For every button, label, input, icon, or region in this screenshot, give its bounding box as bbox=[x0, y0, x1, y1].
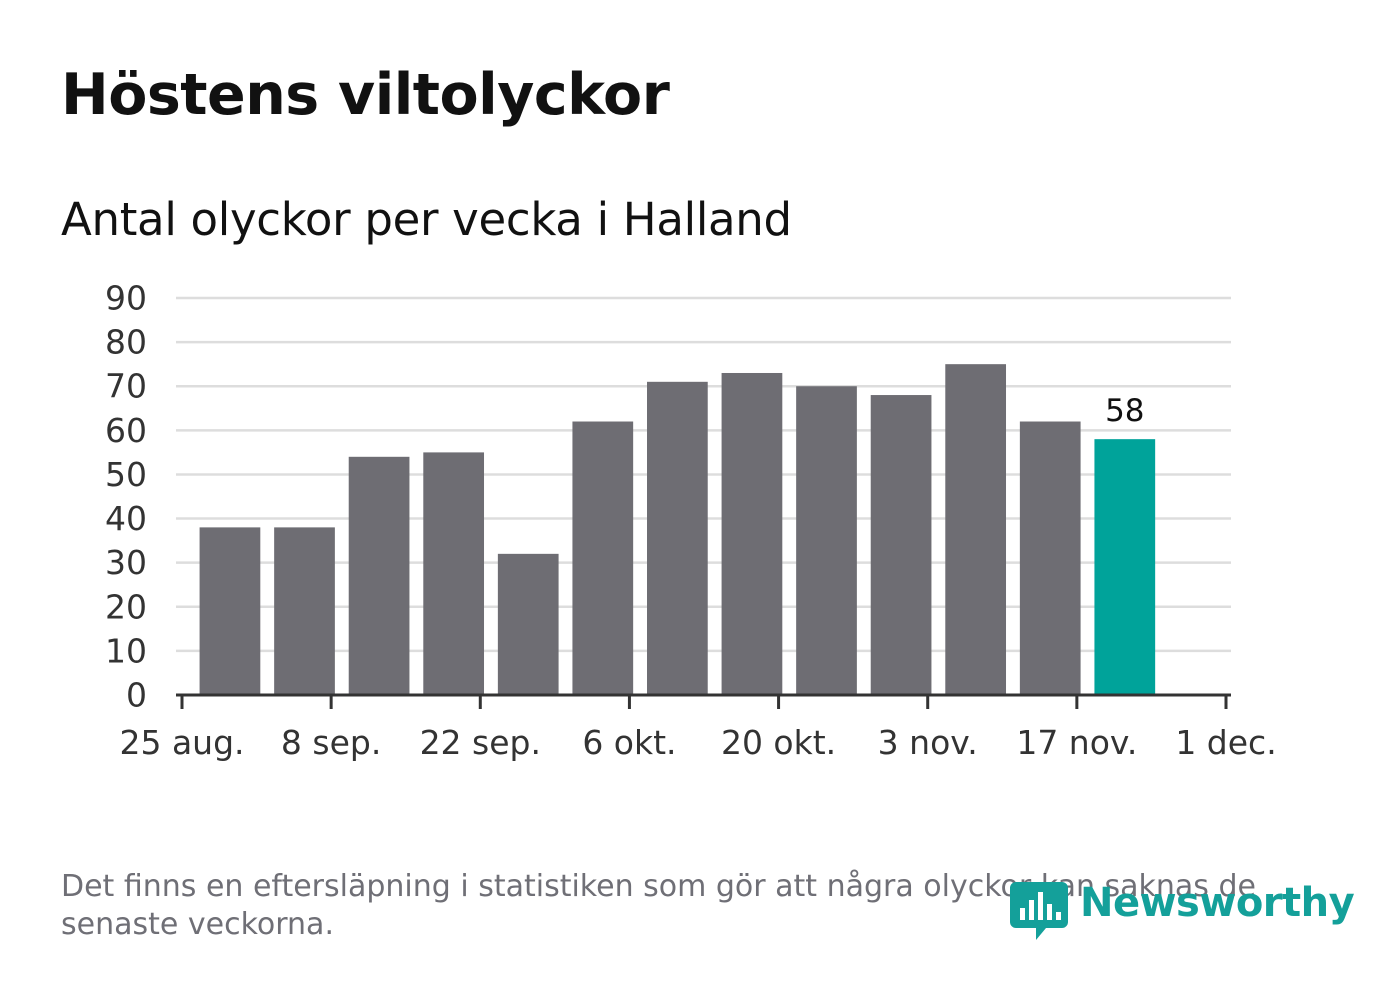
bar bbox=[1019, 421, 1081, 695]
bar bbox=[348, 456, 410, 695]
y-tick-label: 40 bbox=[105, 499, 147, 538]
y-tick-label: 10 bbox=[105, 631, 147, 670]
x-tick-label: 6 okt. bbox=[582, 723, 676, 762]
x-tick-label: 8 sep. bbox=[281, 723, 381, 762]
bar bbox=[870, 395, 932, 695]
bar bbox=[796, 386, 857, 695]
bar bbox=[572, 421, 634, 695]
y-tick-label: 60 bbox=[105, 411, 147, 450]
x-tick-label: 1 dec. bbox=[1175, 723, 1276, 762]
bar bbox=[945, 364, 1007, 695]
chart-title: Höstens viltolyckor bbox=[61, 62, 670, 128]
bar bbox=[274, 527, 335, 695]
y-tick-label: 50 bbox=[105, 455, 147, 494]
y-tick-label: 20 bbox=[105, 587, 147, 626]
x-tick-label: 20 okt. bbox=[721, 723, 836, 762]
y-tick-label: 0 bbox=[126, 676, 147, 715]
x-tick-label: 3 nov. bbox=[878, 723, 978, 762]
x-tick-label: 17 nov. bbox=[1016, 723, 1137, 762]
bar bbox=[647, 381, 708, 695]
bar bbox=[497, 553, 559, 695]
bar bbox=[423, 452, 485, 695]
bar bbox=[199, 527, 261, 695]
logo-text: Newsworthy bbox=[1080, 880, 1355, 926]
y-tick-label: 90 bbox=[105, 279, 147, 318]
chart-subtitle: Antal olyckor per vecka i Halland bbox=[61, 193, 792, 246]
x-tick-label: 22 sep. bbox=[420, 723, 541, 762]
y-tick-label: 30 bbox=[105, 543, 147, 582]
bar bbox=[721, 372, 783, 695]
newsworthy-logo: Newsworthy bbox=[1010, 878, 1355, 942]
y-tick-label: 80 bbox=[105, 323, 147, 362]
data-label: 58 bbox=[1105, 393, 1144, 429]
bar-highlight bbox=[1094, 439, 1156, 695]
chart-bubble-icon bbox=[1010, 882, 1068, 940]
y-tick-label: 70 bbox=[105, 367, 147, 406]
x-tick-label: 25 aug. bbox=[119, 723, 244, 762]
